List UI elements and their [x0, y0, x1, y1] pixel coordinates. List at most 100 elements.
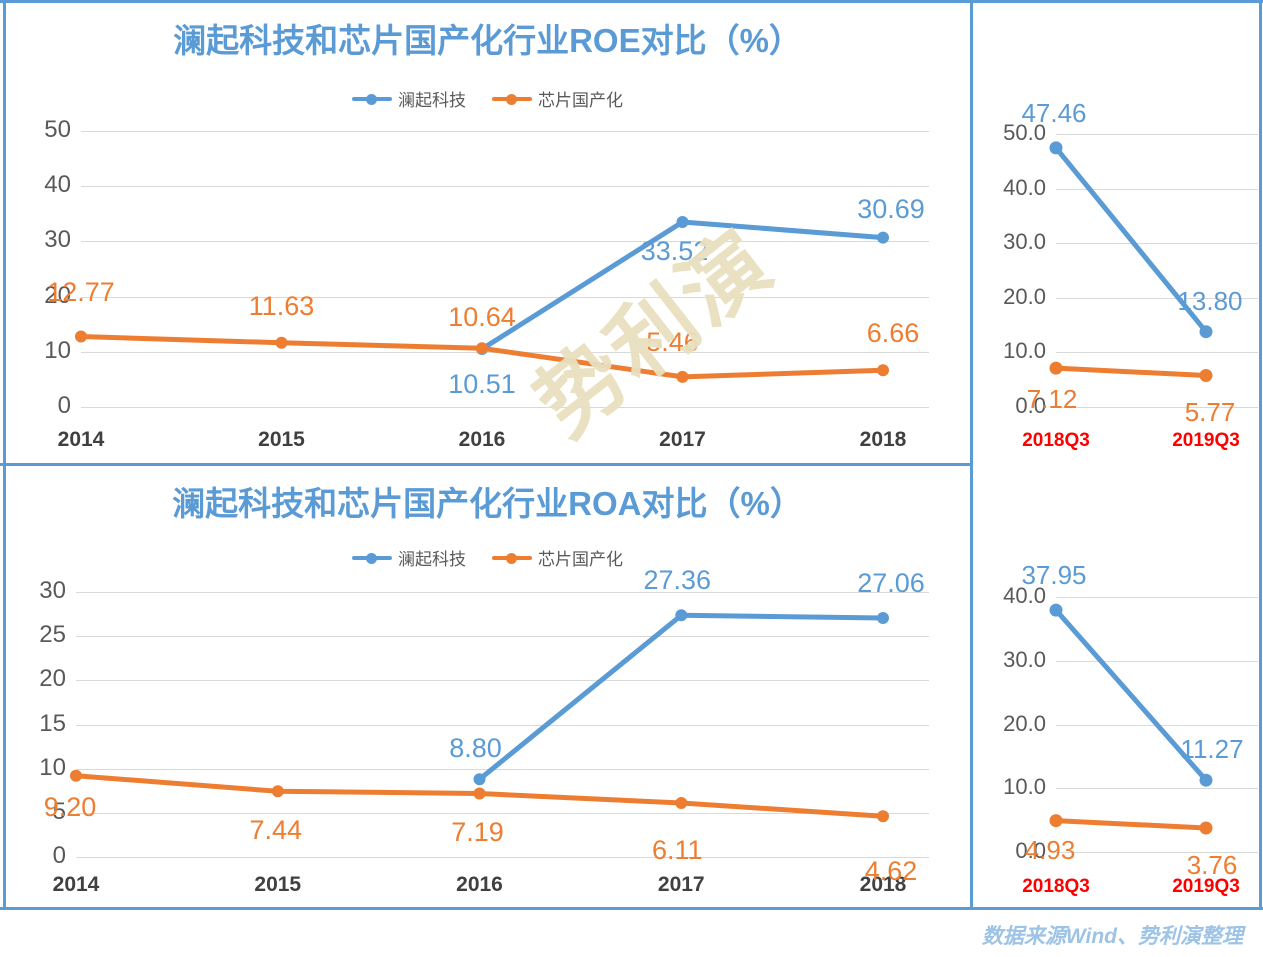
gridline	[1056, 189, 1258, 190]
legend-item-chip[interactable]: 芯片国产化	[492, 545, 623, 570]
data-point-marker	[675, 797, 688, 809]
chart-title-roa: 澜起科技和芯片国产化行业ROA对比（%）	[172, 485, 803, 522]
data-label: 3.76	[1186, 850, 1238, 881]
data-label: 8.80	[449, 733, 502, 764]
chart-panel-roe-quarter: 0.0 10.0 20.0 30.0 40.0 50.0 2018Q3 2019Q3 47.46…	[975, 4, 1258, 462]
gridline	[81, 241, 929, 242]
data-label: 11.27	[1180, 734, 1244, 765]
chart-legend-roa: 澜起科技 芯片国产化	[6, 545, 969, 570]
data-point-marker	[877, 810, 889, 823]
frame-border-top	[0, 0, 1263, 3]
x-axis-tick-label: 2017	[657, 873, 705, 896]
y-axis-tick-label: 40	[44, 171, 71, 199]
plot-area-roe-annual: 0 10 20 30 40 50 2014 2015 2016 2017 2018 10.51 33.5…	[6, 4, 969, 462]
data-point-marker	[473, 787, 486, 800]
gridline	[1056, 407, 1258, 408]
data-label: 7.44	[249, 815, 303, 846]
data-point-marker	[877, 364, 889, 377]
data-label: 30.69	[857, 193, 925, 224]
series-line	[1053, 365, 1209, 378]
data-label: 37.95	[1021, 560, 1087, 591]
data-point-marker	[75, 330, 87, 343]
data-label: 10.51	[448, 368, 516, 399]
data-point-marker	[1049, 141, 1063, 155]
legend-marker-line-icon	[492, 552, 532, 564]
data-point-marker	[476, 342, 488, 355]
series-line	[1053, 145, 1209, 335]
gridline	[81, 186, 929, 187]
frame-border-right	[1259, 0, 1262, 910]
y-axis-tick-label: 20	[39, 665, 66, 693]
gridline	[1056, 788, 1258, 789]
gridline	[81, 407, 929, 408]
y-axis-tick-label: 0.0	[1015, 838, 1046, 863]
y-axis-tick-label: 30	[44, 226, 71, 254]
data-point-marker	[1049, 361, 1063, 375]
series-layer	[1049, 603, 1213, 835]
data-point-marker	[1049, 603, 1063, 617]
gridline	[1056, 852, 1258, 853]
data-label: 5.46	[646, 326, 699, 357]
x-axis-tick-label: 2014	[57, 428, 105, 451]
data-point-marker	[676, 370, 689, 383]
y-axis-tick-label: 10	[44, 336, 71, 364]
legend-item-chip[interactable]: 芯片国产化	[492, 86, 623, 111]
chart-panel-roa-quarter: 0.0 10.0 20.0 30.0 40.0 2018Q3 2019Q3 37.95 11.2…	[975, 467, 1258, 909]
data-point-marker	[877, 231, 889, 244]
data-point-marker	[1199, 325, 1213, 339]
gridline	[81, 131, 929, 132]
data-label: 47.46	[1021, 97, 1087, 128]
gridline	[1056, 661, 1258, 662]
y-axis-tick-label: 10	[39, 753, 66, 781]
data-label: 33.52	[640, 235, 709, 266]
legend-item-lanqi[interactable]: 澜起科技	[352, 545, 466, 570]
data-label: 4.93	[1024, 834, 1076, 865]
data-point-marker	[1049, 814, 1063, 828]
y-axis-tick-label: 20	[44, 281, 71, 309]
gridline	[1056, 352, 1258, 353]
frame-border-left	[3, 0, 6, 910]
data-label: 13.80	[1177, 285, 1243, 316]
gridline	[1056, 597, 1258, 598]
series-layer	[70, 609, 889, 823]
x-axis-tick-label: 2016	[456, 873, 503, 896]
chart-panel-roe-annual: 澜起科技和芯片国产化行业ROE对比（%） 澜起科技 芯片国产化 0 10 20 30 4…	[6, 4, 969, 462]
gridline	[1056, 243, 1258, 244]
legend-item-lanqi[interactable]: 澜起科技	[352, 86, 466, 111]
legend-marker-line-icon	[352, 93, 392, 105]
x-axis-tick-label: 2019Q3	[1172, 876, 1240, 897]
y-axis-tick-label: 30	[39, 577, 66, 604]
y-axis-tick-label: 10.0	[1003, 338, 1046, 364]
data-point-marker	[675, 609, 688, 622]
x-axis-tick-label: 2018	[859, 873, 907, 896]
x-axis-tick-label: 2014	[52, 873, 100, 896]
data-label: 4.62	[864, 856, 918, 887]
data-point-marker	[275, 336, 288, 349]
series-line	[1053, 607, 1209, 783]
panel-divider-horizontal	[0, 463, 972, 466]
data-point-marker	[70, 769, 82, 782]
gridline	[76, 857, 929, 858]
gridline	[1056, 298, 1258, 299]
y-axis-tick-label: 0	[52, 842, 66, 869]
data-label: 11.63	[248, 290, 315, 321]
y-axis-tick-label: 20.0	[1003, 710, 1046, 736]
legend-label-chip: 芯片国产化	[538, 550, 623, 569]
y-axis-tick-label: 50	[44, 116, 71, 143]
data-label: 6.66	[866, 318, 920, 349]
gridline	[76, 636, 929, 637]
data-label: 9.20	[43, 791, 97, 822]
y-axis-tick-label: 0.0	[1015, 393, 1046, 418]
data-label: 10.64	[448, 302, 516, 333]
frame-border-bottom	[0, 907, 1263, 910]
x-axis-tick-label: 2017	[659, 428, 706, 451]
data-point-marker	[1199, 821, 1213, 835]
gridline	[81, 297, 929, 298]
series-layer	[1049, 141, 1213, 382]
legend-marker-line-icon	[492, 93, 532, 105]
data-label: 27.06	[857, 567, 925, 598]
legend-label-lanqi: 澜起科技	[398, 91, 466, 110]
data-label: 27.36	[643, 565, 712, 596]
gridline	[76, 813, 929, 814]
chart-title-roe: 澜起科技和芯片国产化行业ROE对比（%）	[173, 22, 802, 59]
